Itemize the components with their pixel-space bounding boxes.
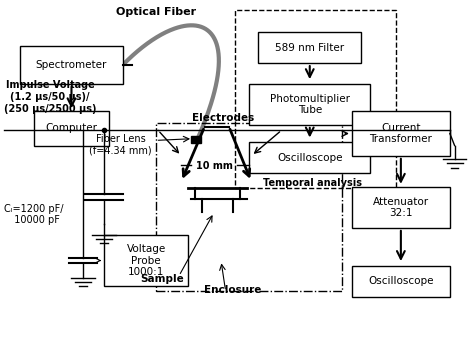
Text: 10 mm: 10 mm [196,161,232,171]
Text: Enclosure: Enclosure [204,285,261,295]
Bar [34,111,109,146]
Bar [258,32,361,63]
Bar [352,187,450,228]
Bar [20,46,123,84]
Bar [191,136,201,143]
Bar [156,123,343,291]
Bar [249,142,370,173]
Text: Oscilloscope: Oscilloscope [368,276,434,286]
Text: Electrodes: Electrodes [192,113,254,123]
Bar [352,266,450,297]
Bar [235,10,396,189]
Text: Attenuator
32:1: Attenuator 32:1 [373,197,429,218]
Text: Photomultiplier
Tube: Photomultiplier Tube [270,93,350,115]
Text: Current
Transformer: Current Transformer [369,123,432,144]
Text: Fiber Lens
(f=4.34 mm): Fiber Lens (f=4.34 mm) [89,134,152,155]
Text: Computer: Computer [46,124,97,133]
Bar [249,84,370,125]
Text: Voltage
Probe
1000:1: Voltage Probe 1000:1 [126,244,166,277]
Text: Oscilloscope: Oscilloscope [277,153,343,163]
Text: Impulse Voltage
(1.2 μs/50 μs)/
(250 μs/2500 μs): Impulse Voltage (1.2 μs/50 μs)/ (250 μs/… [4,80,96,113]
Text: Spectrometer: Spectrometer [36,60,107,70]
Bar [104,235,188,286]
Text: Optical Fiber: Optical Fiber [116,7,196,17]
Text: 589 nm Filter: 589 nm Filter [275,43,345,53]
Bar [352,111,450,156]
Text: Cₗ=1200 pF/
  10000 pF: Cₗ=1200 pF/ 10000 pF [4,204,63,226]
Text: Temporal analysis: Temporal analysis [263,179,361,189]
Text: Sample: Sample [141,274,184,284]
